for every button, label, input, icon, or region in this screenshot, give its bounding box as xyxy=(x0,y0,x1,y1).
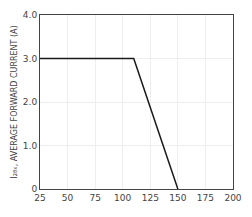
svg-text:I₂₈ₓ, AVERAGE FORWARD CURRENT: I₂₈ₓ, AVERAGE FORWARD CURRENT (A) xyxy=(10,25,19,178)
svg-text:4.0: 4.0 xyxy=(23,10,38,20)
svg-text:3.0: 3.0 xyxy=(23,54,38,64)
svg-text:100: 100 xyxy=(114,193,131,203)
svg-text:150: 150 xyxy=(169,193,186,203)
svg-text:2.0: 2.0 xyxy=(23,97,38,107)
svg-text:75: 75 xyxy=(89,193,100,203)
svg-text:0: 0 xyxy=(31,184,37,194)
svg-text:50: 50 xyxy=(62,193,74,203)
svg-text:125: 125 xyxy=(142,193,159,203)
svg-text:1.0: 1.0 xyxy=(23,141,38,151)
svg-text:200: 200 xyxy=(224,193,241,203)
svg-text:175: 175 xyxy=(197,193,214,203)
svg-text:25: 25 xyxy=(34,193,45,203)
